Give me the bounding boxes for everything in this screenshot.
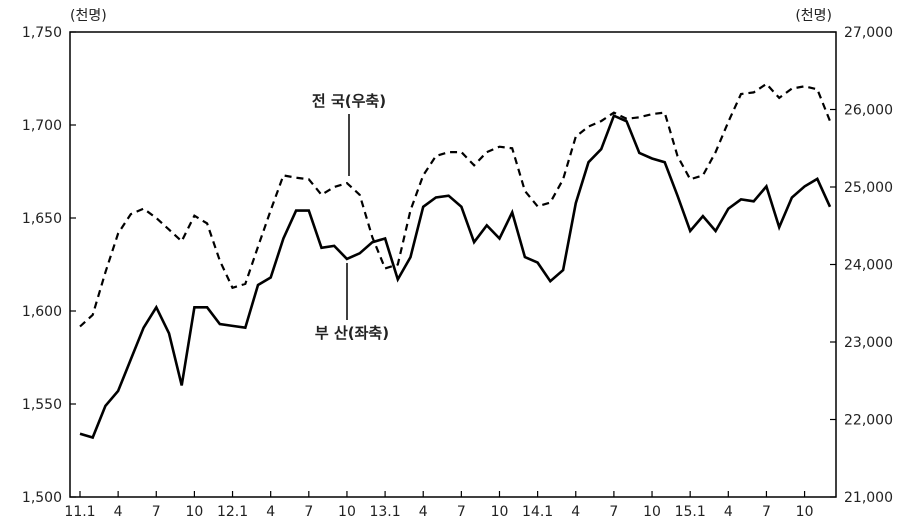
- x-tick-label: 7: [304, 504, 313, 520]
- right-tick-label: 21,000: [844, 490, 893, 506]
- right-tick-label: 24,000: [844, 258, 893, 274]
- x-tick-label: 10: [643, 504, 661, 520]
- x-tick-label: 15.1: [675, 504, 706, 520]
- right-unit-label: (천명): [795, 8, 832, 24]
- right-tick-label: 22,000: [844, 413, 893, 429]
- x-tick-label: 7: [457, 504, 466, 520]
- right-tick-label: 26,000: [844, 103, 893, 119]
- x-tick-label: 7: [152, 504, 161, 520]
- annotation-busan-label: 부 산(좌축): [315, 324, 389, 342]
- left-tick-label: 1,550: [22, 397, 62, 413]
- left-tick-label: 1,600: [22, 304, 62, 320]
- x-tick-label: 4: [571, 504, 580, 520]
- series-national-line: [79, 82, 832, 328]
- x-tick-label: 10: [338, 504, 356, 520]
- right-axis-ticks: 21,000 22,000 23,000 24,000 25,000 26,000 27,0…: [830, 25, 893, 506]
- right-tick-label: 23,000: [844, 335, 893, 351]
- x-tick-label: 10: [796, 504, 814, 520]
- left-tick-label: 1,700: [22, 118, 62, 134]
- x-tick-label: 7: [609, 504, 618, 520]
- x-tick-label: 10: [185, 504, 203, 520]
- right-tick-label: 27,000: [844, 25, 893, 41]
- x-tick-label: 4: [724, 504, 733, 520]
- right-tick-label: 25,000: [844, 180, 893, 196]
- x-tick-label: 12.1: [217, 504, 248, 520]
- left-unit-label: (천명): [70, 8, 107, 24]
- left-tick-label: 1,650: [22, 211, 62, 227]
- annotation-national-label: 전 국(우축): [312, 92, 386, 110]
- x-tick-label: 4: [266, 504, 275, 520]
- x-tick-label: 11.1: [64, 504, 95, 520]
- x-tick-label: 10: [491, 504, 509, 520]
- x-tick-label: 14.1: [522, 504, 553, 520]
- left-tick-label: 1,500: [22, 490, 62, 506]
- x-tick-label: 4: [419, 504, 428, 520]
- x-axis-ticks: 11.1 4 7 10 12.1 4 7 10 13.1 4 7 10 14.1 4 7 10 15.1 4 7 10: [64, 491, 813, 520]
- x-tick-label: 13.1: [369, 504, 400, 520]
- x-tick-label: 4: [114, 504, 123, 520]
- left-tick-label: 1,750: [22, 25, 62, 41]
- series-busan-line: [79, 113, 832, 440]
- x-tick-label: 7: [762, 504, 771, 520]
- plot-frame: [69, 31, 837, 498]
- left-axis-ticks: 1,500 1,550 1,600 1,650 1,700 1,750: [22, 25, 76, 506]
